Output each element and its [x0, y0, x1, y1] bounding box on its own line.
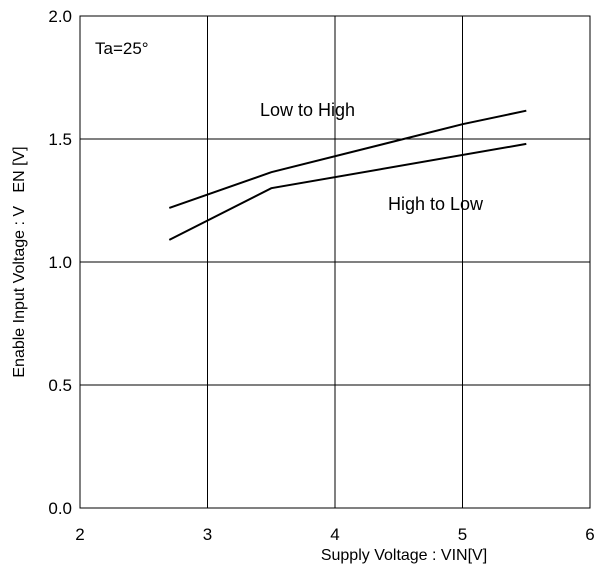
x-tick-label-0: 2: [75, 525, 84, 544]
y-tick-label-2: 1.0: [48, 253, 72, 272]
y-tick-labels: 0.0 0.5 1.0 1.5 2.0: [48, 7, 72, 518]
series-group: [168, 109, 527, 241]
series-label-high-to-low: High to Low: [388, 194, 484, 214]
x-tick-label-4: 6: [585, 525, 594, 544]
grid: [80, 16, 590, 508]
series-line-low-to-high: [168, 109, 527, 209]
y-tick-label-1: 0.5: [48, 376, 72, 395]
x-tick-label-3: 5: [458, 525, 467, 544]
x-tick-label-2: 4: [330, 525, 339, 544]
plot-frame: [79, 15, 591, 509]
y-tick-label-4: 2.0: [48, 7, 72, 26]
y-tick-label-0: 0.0: [48, 499, 72, 518]
y-tick-label-3: 1.5: [48, 130, 72, 149]
x-tick-labels: 2 3 4 5 6: [75, 525, 594, 544]
series-line-high-to-low: [168, 142, 527, 241]
x-axis-label: Supply Voltage : VIN[V]: [321, 547, 487, 564]
condition-label: Ta=25°: [95, 39, 149, 58]
x-tick-label-1: 3: [203, 525, 212, 544]
y-axis-label: Enable Input Voltage : V EN [V]: [11, 146, 28, 377]
series-label-low-to-high: Low to High: [260, 100, 355, 120]
